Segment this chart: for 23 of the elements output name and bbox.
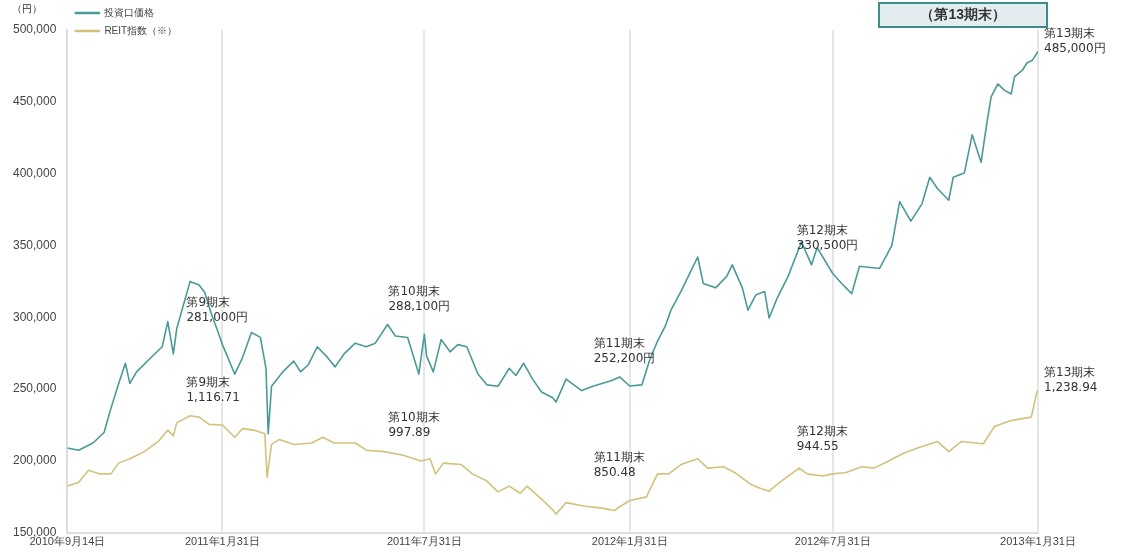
annotation: 第13期末 1,238.94 bbox=[1044, 364, 1098, 394]
x-tick-label: 2012年7月31日 bbox=[794, 535, 871, 548]
annotation: 第12期末 944.55 bbox=[796, 423, 848, 453]
annotation: 第9期末 1,116.71 bbox=[186, 375, 240, 405]
y-tick-label: 200,000 bbox=[12, 453, 57, 468]
annotation: 第13期末 485,000円 bbox=[1044, 25, 1106, 55]
annotation: 第11期末 850.48 bbox=[593, 450, 645, 480]
x-tick-label: 2013年1月31日 bbox=[1000, 535, 1076, 548]
y-tick-label: 450,000 bbox=[12, 94, 57, 109]
y-tick-label: 350,000 bbox=[12, 237, 57, 252]
y-tick-label: 400,000 bbox=[12, 165, 57, 180]
y-tick-label: 250,000 bbox=[12, 381, 57, 396]
x-tick-label: 2011年7月31日 bbox=[386, 535, 462, 548]
legend-label: 投資口価格 bbox=[103, 6, 155, 18]
annotation: 第10期末 997.89 bbox=[388, 410, 440, 440]
y-tick-label: 300,000 bbox=[12, 309, 57, 324]
annotation: 第10期末 288,100円 bbox=[388, 284, 451, 314]
y-tick-label: 500,000 bbox=[12, 22, 57, 37]
x-tick-label: 2011年1月31日 bbox=[184, 535, 260, 548]
text: （第13期末） bbox=[920, 6, 1006, 22]
legend-label: REIT指数（※） bbox=[104, 24, 178, 36]
x-tick-label: 2012年1月31日 bbox=[591, 535, 668, 548]
y-axis-title: （円） bbox=[12, 3, 43, 14]
